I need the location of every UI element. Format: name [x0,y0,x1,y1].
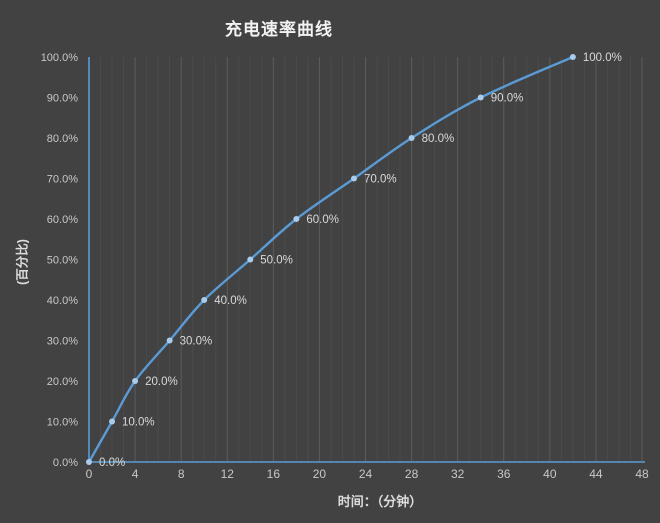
data-point-marker [132,378,139,384]
x-tick-label: 4 [132,467,139,481]
y-tick-label: 30.0% [47,336,78,348]
data-point-label: 70.0% [364,174,397,186]
y-tick-label: 40.0% [47,295,78,307]
x-axis-title: 时间：（分钟） [337,494,423,509]
data-point-label: 0.0% [99,457,125,469]
data-point-marker [247,256,254,263]
data-point-label: 80.0% [422,133,455,145]
x-tick-label: 40 [543,467,557,481]
data-point-marker [293,216,300,222]
data-point-marker [86,459,92,465]
data-point-marker [166,337,173,344]
x-tick-label: 44 [589,467,603,481]
chart-title: 充电速率曲线 [225,20,333,39]
x-tick-label: 12 [221,467,235,481]
y-tick-label: 90.0% [47,93,78,105]
x-tick-label: 20 [313,467,327,481]
data-point-label: 30.0% [180,336,213,348]
data-point-label: 10.0% [122,417,155,429]
y-tick-label: 80.0% [47,133,78,145]
data-point-label: 20.0% [145,376,178,388]
data-point-label: 40.0% [214,295,247,307]
data-point-marker [477,94,484,101]
x-tick-label: 36 [497,467,511,481]
x-tick-label: 32 [451,467,465,481]
data-point-label: 90.0% [491,93,524,105]
y-tick-label: 60.0% [47,214,78,226]
y-axis-title: (百分比) [15,239,30,285]
data-point-label: 50.0% [260,255,293,267]
charging-rate-line [87,55,575,464]
y-tick-label: 100.0% [41,52,79,64]
data-point-label: 60.0% [306,214,339,226]
data-point-label: 100.0% [583,52,622,64]
data-point-marker [350,175,357,182]
y-tick-label: 50.0% [47,255,78,267]
data-point-marker [408,135,415,141]
y-tick-label: 0.0% [53,457,78,469]
x-tick-label: 8 [178,467,185,481]
x-tick-label: 0 [86,467,93,481]
x-tick-label: 28 [405,467,419,481]
data-point-marker [109,418,116,425]
y-tick-label: 10.0% [47,417,78,429]
x-tick-label: 48 [635,467,649,481]
y-tick-label: 70.0% [47,174,78,186]
x-tick-label: 16 [267,467,281,481]
x-tick-label: 24 [359,467,373,481]
data-point-marker [201,297,208,303]
data-point-marker [569,54,576,60]
y-tick-label: 20.0% [47,376,78,388]
